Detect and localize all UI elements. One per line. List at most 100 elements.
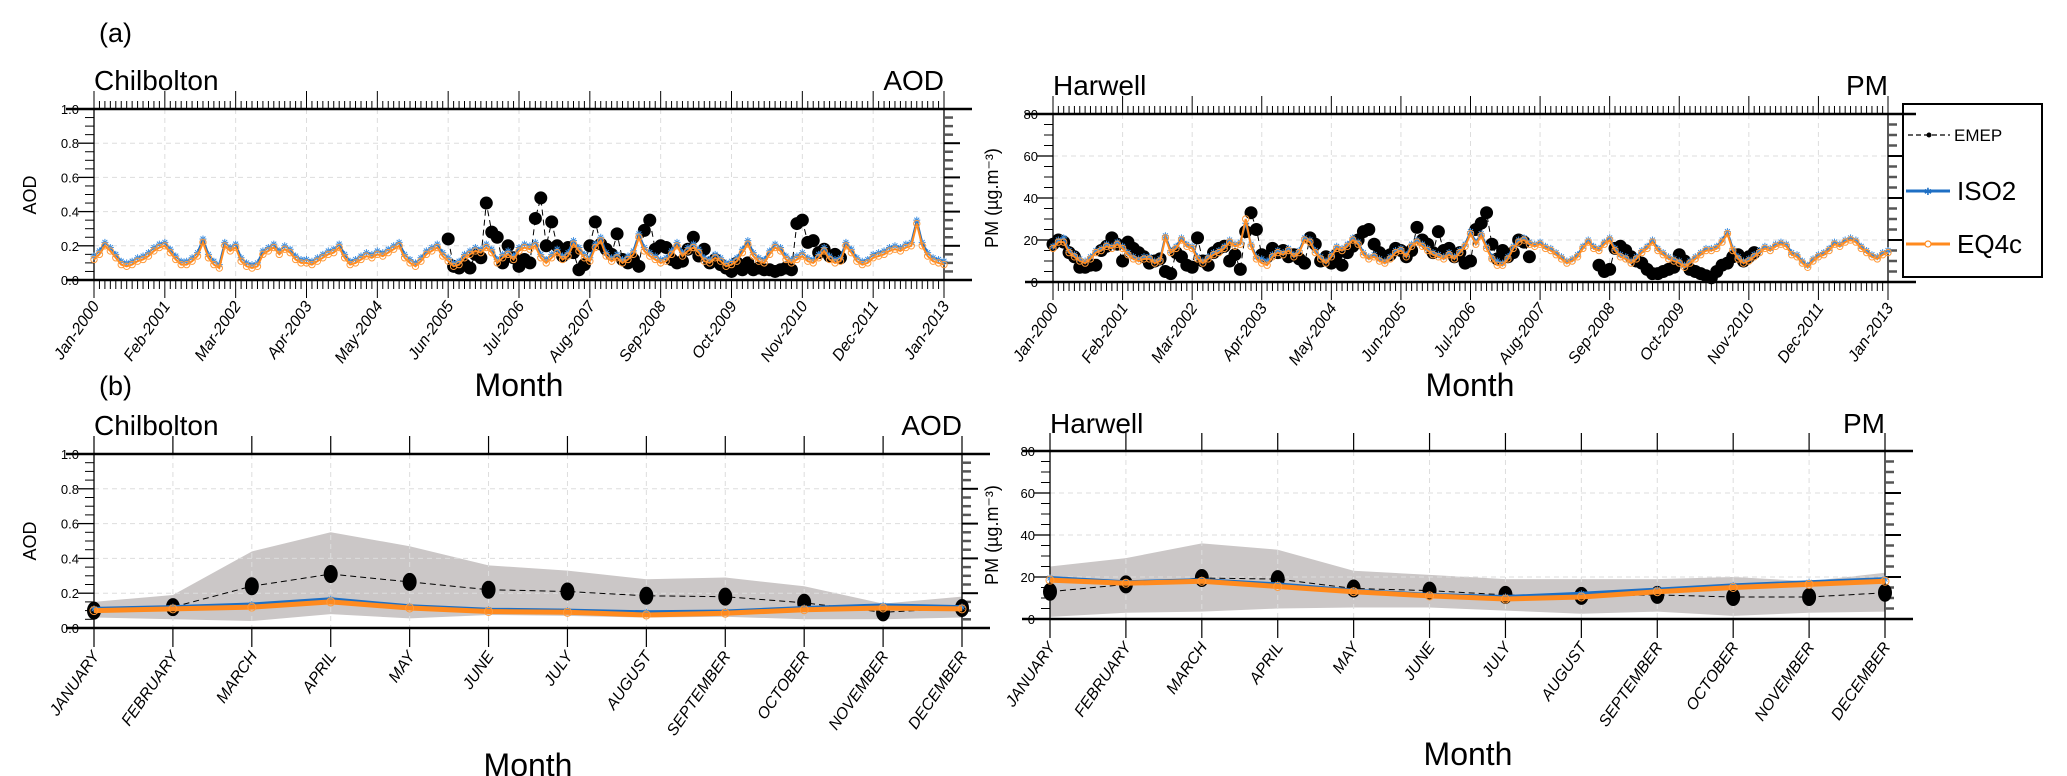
eq4c-point: [733, 257, 741, 265]
iso2-point: [1199, 257, 1207, 265]
eq4c-point: [319, 254, 327, 262]
eq4c-point: [515, 247, 523, 255]
x-tick-label: Nov-2010: [758, 298, 812, 365]
eq4c-point: [106, 247, 115, 255]
y-tick-label: 40: [1021, 528, 1035, 543]
iso2-point: [1210, 249, 1218, 257]
eq4c-point: [466, 250, 474, 259]
iso2-point: [1531, 240, 1539, 248]
eq4c-point: [836, 257, 845, 265]
eq4c-markers: [89, 597, 967, 620]
iso2-point: [1081, 257, 1089, 265]
eq4c-point: [1049, 244, 1057, 253]
emep-point: [1726, 587, 1741, 606]
emep-markers: [441, 191, 847, 278]
eq4c-point: [1654, 246, 1662, 255]
y-tick-label: 0.2: [61, 239, 79, 254]
eq4c-point: [1680, 263, 1689, 271]
eq4c-point: [613, 254, 621, 262]
eq4c-point: [439, 252, 447, 260]
eq4c-point: [433, 243, 441, 252]
eq4c-point: [281, 245, 289, 253]
eq4c-point: [799, 605, 809, 615]
eq4c-point: [1199, 259, 1207, 267]
y-tick-label: 20: [1021, 570, 1035, 585]
eq4c-point: [853, 257, 861, 265]
iso2-point: [1258, 255, 1266, 263]
iso2-point: [1397, 244, 1405, 252]
iso2-point: [1220, 242, 1228, 250]
x-tick-label: JUNE: [459, 648, 498, 693]
iso2-point: [1691, 253, 1699, 261]
iso2-point: [1686, 257, 1694, 265]
chart-a2: Jan-2000 Feb-2001 Mar-2002 Apr-2003 May-2004…: [1010, 96, 1916, 369]
eq4c-point: [1349, 587, 1359, 597]
eq4c-point: [1407, 242, 1416, 251]
eq4c-point: [787, 259, 796, 267]
emep-point: [539, 239, 553, 253]
eq4c-point: [1124, 251, 1132, 259]
eq4c-point: [858, 260, 866, 269]
chart-a1: Jan-2000 Feb-2001 Mar-2002 Apr-2003 May-2004…: [51, 91, 972, 367]
eq4c-point: [820, 247, 828, 255]
emep-point: [560, 582, 575, 601]
eq4c-point: [395, 242, 403, 250]
eq4c-point: [400, 254, 409, 262]
x-tick-label: Jun-2005: [405, 298, 458, 363]
x-tick-labels: JANUARY FEBRUARY MARCH APRIL MAY JUNE JULY AUGU…: [1002, 638, 1894, 730]
iso2-point: [1590, 242, 1598, 250]
iso2-point: [1285, 244, 1293, 252]
iso2-point: [1841, 236, 1849, 244]
x-tick-label: Oct-2009: [1637, 300, 1689, 364]
chart-b1-xlabel: Month: [484, 747, 573, 776]
eq4c-point: [1552, 251, 1560, 259]
eq4c-point: [379, 252, 387, 260]
emep-point: [1431, 225, 1445, 239]
iso2-point: [1135, 255, 1143, 263]
emep-point: [632, 259, 646, 273]
iso2-point: [1879, 249, 1887, 257]
eq4c-point: [831, 259, 839, 267]
eq4c-point: [537, 254, 545, 262]
eq4c-line: [93, 223, 945, 270]
eq4c-point: [1086, 255, 1095, 263]
eq4c-point: [1568, 257, 1576, 265]
x-tick-label: Feb-2001: [1079, 301, 1132, 367]
chart-b2: JANUARY FEBRUARY MARCH APRIL MAY JUNE JULY AUGU…: [1002, 433, 1913, 730]
eq4c-point: [1576, 592, 1586, 602]
eq4c-point: [635, 233, 643, 241]
x-tick-label: AUGUST: [1538, 639, 1591, 705]
iso2-point: [1509, 242, 1517, 250]
eq4c-point: [455, 260, 463, 269]
emep-point: [588, 215, 602, 229]
emep-point: [323, 565, 338, 584]
iso2-point: [1873, 253, 1881, 261]
eq4c-point: [618, 259, 627, 267]
eq4c-point: [172, 255, 180, 264]
eq4c-point: [531, 242, 540, 250]
x-tick-label: MAY: [1330, 638, 1364, 676]
eq4c-point: [1723, 230, 1732, 238]
emep-point: [1464, 254, 1477, 268]
chart-a2-ylabel: PM (µg.m⁻³): [982, 148, 1002, 248]
eq4c-point: [133, 257, 142, 265]
eq4c-point: [417, 257, 425, 265]
eq4c-point: [405, 603, 415, 613]
iso2-point: [1092, 247, 1100, 254]
x-tick-label: Feb-2001: [121, 299, 174, 365]
eq4c-point: [259, 250, 267, 259]
iso2-point: [1188, 242, 1196, 250]
x-tick-label: MARCH: [1164, 639, 1212, 697]
eq4c-point: [313, 257, 322, 265]
eq4c-point: [814, 254, 823, 262]
iso2-point: [1301, 234, 1309, 242]
iso2-point: [1606, 234, 1614, 242]
eq4c-point: [210, 260, 218, 269]
panel-label-a: (a): [99, 18, 132, 48]
emep-point: [1335, 258, 1349, 272]
iso2-point: [1552, 249, 1560, 257]
iso2-point: [1226, 236, 1234, 244]
x-tick-label: Jan-2000: [51, 298, 104, 363]
iso2-point: [1317, 253, 1325, 261]
eq4c-point: [641, 610, 651, 620]
